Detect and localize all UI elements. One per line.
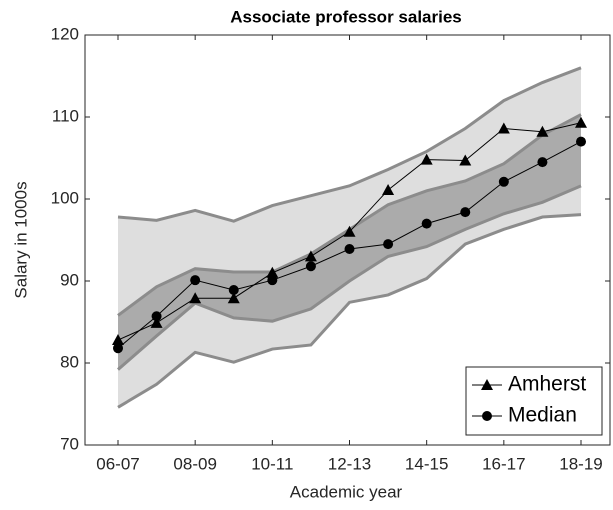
marker	[189, 292, 202, 304]
legend-label: Amherst	[508, 373, 586, 396]
marker	[343, 225, 356, 237]
y-tick-label: 120	[51, 24, 79, 43]
marker	[112, 334, 124, 346]
legend-box	[465, 366, 603, 436]
marker	[575, 116, 587, 128]
marker	[497, 122, 510, 134]
band-edge	[117, 66, 582, 223]
y-tick-label: 80	[60, 352, 79, 371]
marker	[421, 218, 432, 229]
chart-title: Associate professor salaries	[230, 7, 462, 26]
x-tick-label: 14-15	[405, 454, 448, 473]
marker	[481, 379, 493, 390]
marker	[383, 239, 394, 250]
marker	[305, 261, 316, 272]
marker	[266, 266, 279, 278]
x-tick-label: 06-07	[96, 454, 139, 473]
y-tick-label: 90	[60, 270, 79, 289]
y-tick-label: 100	[51, 188, 79, 207]
marker	[459, 154, 472, 166]
band-edge	[117, 213, 582, 409]
marker	[304, 250, 317, 262]
marker	[228, 285, 239, 296]
marker	[344, 244, 355, 255]
marker	[576, 136, 586, 147]
x-tick-label: 08-09	[173, 454, 216, 473]
marker	[113, 343, 123, 354]
x-axis-label: Academic year	[290, 482, 403, 501]
y-tick-label: 110	[52, 106, 79, 125]
x-tick-label: 16-17	[482, 454, 525, 473]
marker	[498, 176, 509, 187]
y-tick-label: 70	[60, 434, 79, 453]
marker	[460, 207, 471, 218]
marker	[150, 316, 163, 328]
legend-label: Median	[508, 404, 577, 427]
marker	[267, 275, 278, 286]
marker	[536, 125, 549, 137]
marker	[420, 153, 433, 165]
x-tick-label: 18-19	[559, 454, 602, 473]
band-area	[118, 114, 581, 370]
marker	[151, 311, 162, 322]
x-tick-label: 10-11	[251, 454, 293, 473]
marker	[382, 183, 395, 195]
plot-frame	[84, 34, 611, 446]
y-axis-label: Salary in 1000s	[11, 181, 30, 298]
marker	[482, 411, 492, 421]
marker	[537, 157, 548, 168]
x-tick-label: 12-13	[328, 454, 371, 473]
marker	[227, 292, 240, 304]
marker	[190, 275, 201, 286]
